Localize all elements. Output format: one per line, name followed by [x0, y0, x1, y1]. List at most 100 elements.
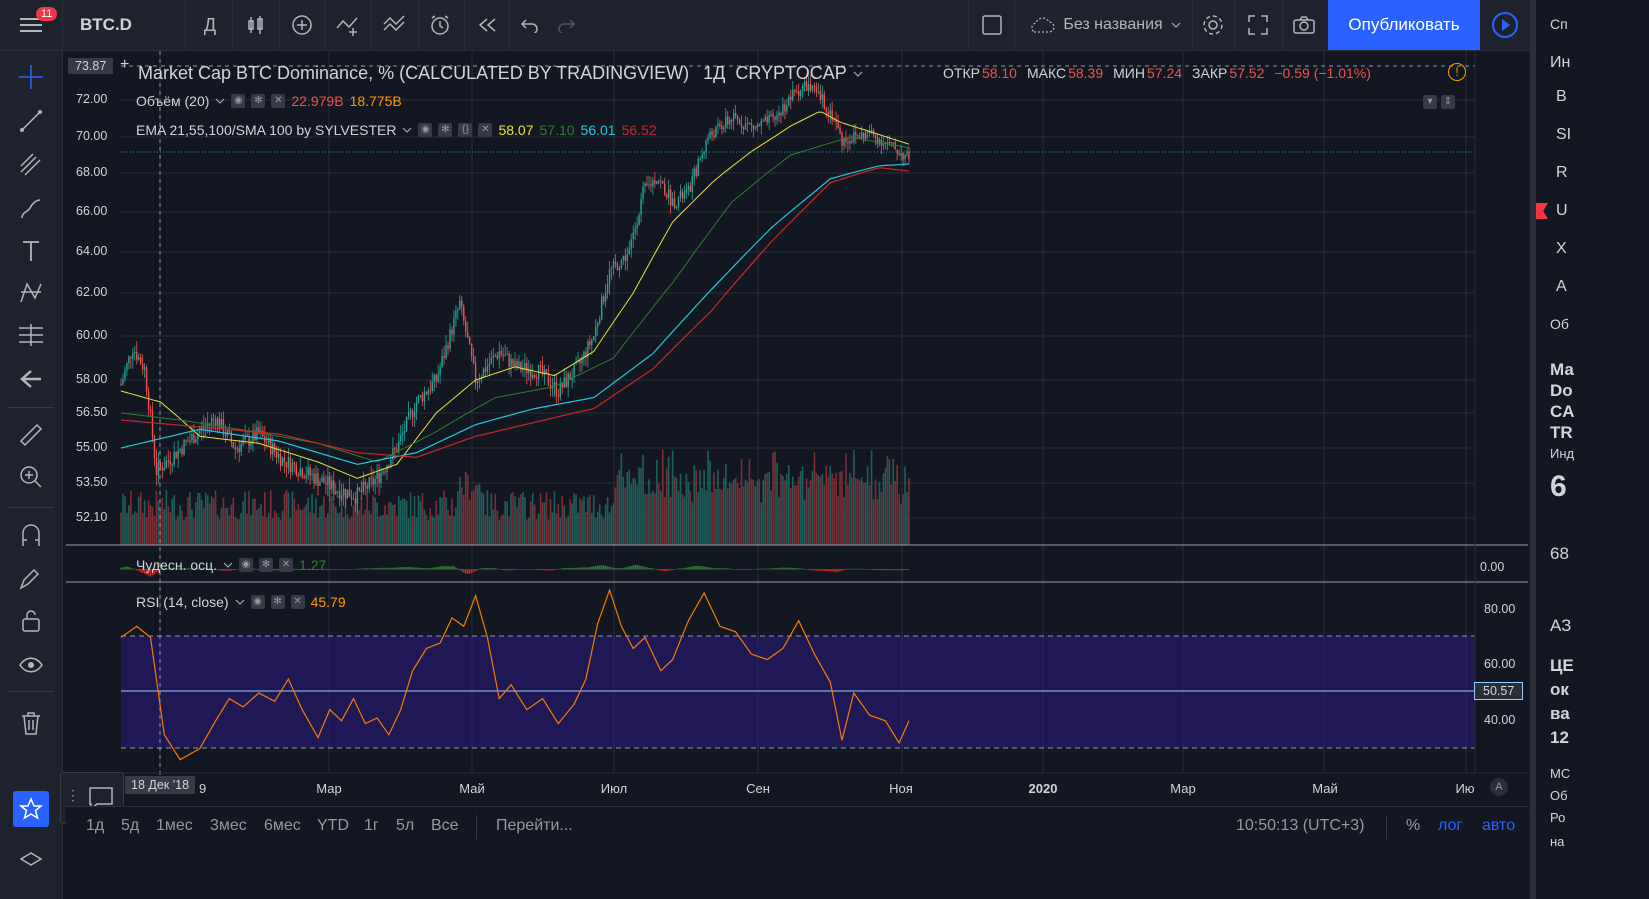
volume-bar [344, 493, 347, 545]
gear-icon[interactable]: ✻ [251, 94, 266, 108]
goto-date-button[interactable]: Перейти... [496, 817, 573, 834]
volume-bar [220, 508, 223, 545]
screenshot-button[interactable] [1284, 0, 1324, 50]
range-button[interactable]: 5д [121, 817, 140, 834]
range-button[interactable]: 3мес [210, 817, 247, 834]
rsi-legend[interactable]: RSI (14, close) ◉ ✻ ✕ 45.79 [136, 594, 346, 610]
visibility-tool[interactable] [8, 647, 54, 683]
drag-handle-icon[interactable]: ⋮ [66, 787, 80, 803]
play-button[interactable] [1482, 0, 1528, 50]
ruler-tool[interactable] [8, 417, 54, 453]
object-tree-button[interactable] [8, 841, 54, 877]
range-button[interactable]: 1д [86, 817, 105, 834]
log-scale-toggle[interactable]: лог [1438, 817, 1463, 834]
rsi-value: 45.79 [310, 594, 346, 610]
prediction-tool[interactable] [8, 317, 54, 353]
lock-tool[interactable] [8, 603, 54, 639]
volume-bar [656, 460, 658, 545]
candle-body [705, 140, 707, 152]
gear-icon[interactable]: ✻ [270, 595, 285, 609]
gear-icon[interactable]: ✻ [438, 123, 453, 137]
pitchfork-tool[interactable] [8, 147, 54, 183]
ao-bar [648, 567, 650, 570]
menu-button[interactable]: 11 [0, 0, 62, 50]
watchlist-item[interactable]: Об [1550, 316, 1569, 332]
ao-bar [728, 568, 731, 570]
brush-tool[interactable] [8, 191, 54, 227]
auto-scale-a-button[interactable]: A [1490, 778, 1508, 796]
replay-button[interactable] [467, 0, 507, 50]
warning-icon[interactable]: ! [1448, 63, 1466, 81]
zoom-tool[interactable] [8, 459, 54, 495]
eye-icon[interactable]: ◉ [239, 558, 254, 572]
chart-area[interactable]: Market Cap BTC Dominance, % (CALCULATED … [66, 51, 1528, 799]
volume-legend[interactable]: Объём (20) ◉ ✻ ✕ 22.979B 18.775B [136, 93, 402, 109]
range-button[interactable]: YTD [317, 817, 349, 834]
chart-canvas[interactable] [66, 51, 1528, 799]
eye-icon[interactable]: ◉ [250, 595, 265, 609]
indicators-button[interactable] [327, 0, 369, 50]
close-icon[interactable]: ✕ [279, 558, 294, 572]
ema-legend[interactable]: EMA 21,55,100/SMA 100 by SYLVESTER ◉ ✻ {} ✕… [136, 122, 657, 138]
symbol-title[interactable]: Market Cap BTC Dominance, % (CALCULATED … [138, 63, 690, 83]
ema-21-line [120, 111, 910, 479]
ao-bar [366, 568, 369, 570]
volume-bar [413, 495, 416, 545]
candle-body [664, 183, 666, 195]
range-button[interactable]: 6мес [264, 817, 301, 834]
braces-icon[interactable]: {} [458, 123, 473, 137]
pattern-tool[interactable] [8, 275, 54, 311]
templates-button[interactable] [374, 0, 416, 50]
watchlist-item[interactable]: Сп [1550, 16, 1568, 32]
stay-drawing-tool[interactable] [8, 561, 54, 597]
range-button[interactable]: 1г [364, 817, 379, 834]
fullscreen-button[interactable] [1238, 0, 1278, 50]
watchlist-item[interactable]: U [1556, 202, 1568, 219]
text-tool[interactable] [8, 233, 54, 269]
undo-button[interactable] [512, 0, 548, 50]
auto-scale-toggle[interactable]: авто [1482, 817, 1516, 834]
watchlist-button[interactable] [13, 791, 49, 827]
eye-icon[interactable]: ◉ [418, 123, 433, 137]
range-button[interactable]: 5л [396, 817, 415, 834]
clock[interactable]: 10:50:13 (UTC+3) [1236, 817, 1365, 834]
high-label: МАКС [1026, 65, 1067, 81]
close-icon[interactable]: ✕ [271, 94, 286, 108]
gear-icon[interactable]: ✻ [259, 558, 274, 572]
watchlist-item[interactable]: В [1556, 88, 1567, 105]
close-icon[interactable]: ✕ [478, 123, 493, 137]
back-tool[interactable] [8, 361, 54, 397]
ao-legend[interactable]: Чудесн. осц. ◉ ✻ ✕ 1.27 [136, 557, 326, 573]
eye-icon[interactable]: ◉ [231, 94, 246, 108]
alert-button[interactable] [420, 0, 462, 50]
crosshair-tool[interactable] [8, 59, 54, 95]
collapse-pane-buttons[interactable]: ▾ ⇕ [1423, 95, 1455, 109]
watchlist-item[interactable]: X [1556, 240, 1567, 257]
delete-tool[interactable] [8, 705, 54, 741]
publish-button[interactable]: Опубликовать [1328, 0, 1480, 50]
candle-body [195, 439, 197, 443]
compare-button[interactable] [282, 0, 322, 50]
watchlist-item[interactable]: R [1556, 164, 1568, 181]
interval-button[interactable]: Д [203, 14, 217, 35]
fullscreen-select-button[interactable] [972, 0, 1012, 50]
redo-button[interactable] [548, 0, 584, 50]
flag-icon[interactable] [1536, 203, 1548, 219]
close-icon[interactable]: ✕ [290, 595, 305, 609]
minimize-icon[interactable]: ▾ [1423, 95, 1437, 109]
magnet-tool[interactable] [8, 517, 54, 553]
chart-type-button[interactable] [235, 0, 277, 50]
range-button[interactable]: 1мес [156, 817, 193, 834]
layout-name-button[interactable]: Без названия [1018, 0, 1190, 50]
symbol-search-button[interactable]: BTC.D [80, 15, 132, 34]
range-button[interactable]: Все [431, 817, 459, 834]
watchlist-item[interactable]: A [1556, 278, 1567, 295]
maximize-icon[interactable]: ⇕ [1441, 95, 1455, 109]
watchlist-item[interactable]: Ин [1550, 54, 1571, 71]
settings-button[interactable] [1194, 0, 1232, 50]
volume-bar [839, 471, 841, 545]
watchlist-item[interactable]: SI [1556, 126, 1572, 143]
sma-value: 56.52 [621, 122, 657, 138]
trend-line-tool[interactable] [8, 103, 54, 139]
percent-scale-toggle[interactable]: % [1406, 817, 1421, 834]
